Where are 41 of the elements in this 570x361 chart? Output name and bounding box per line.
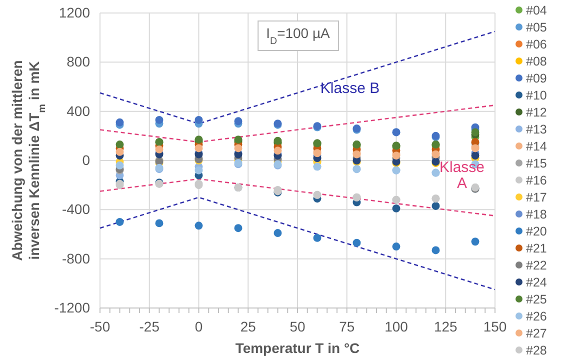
x-tick-label: -50 <box>90 318 110 334</box>
x-tick-label: 0 <box>194 318 203 334</box>
x-tick-label: 50 <box>290 318 306 334</box>
x-tick-label: 75 <box>339 318 355 334</box>
legend-label: #26 <box>526 310 547 324</box>
legend-label: #14 <box>526 140 547 154</box>
legend-label: #09 <box>526 72 547 86</box>
x-tick-label: 150 <box>483 318 507 334</box>
y-tick-label: -800 <box>62 250 90 266</box>
legend-label: #18 <box>526 208 547 222</box>
legend-label: #05 <box>526 20 547 34</box>
legend-label: #10 <box>526 88 547 102</box>
legend-label: #15 <box>526 156 547 170</box>
annotation: I$_{D}$=100 µA <box>266 25 331 46</box>
x-tick-label: 25 <box>240 318 256 334</box>
legend-label: #08 <box>526 54 547 68</box>
legend-label: #17 <box>526 190 547 204</box>
y-tick-label: 400 <box>66 102 90 119</box>
y-tick-label: -400 <box>62 201 90 218</box>
legend-label: #25 <box>526 292 547 306</box>
y-tick-label: 1200 <box>58 4 90 20</box>
annotation: Klasse A <box>439 159 485 192</box>
y-tick-label: 0 <box>82 152 90 168</box>
legend-label: #12 <box>526 106 547 120</box>
legend-label: #04 <box>526 4 547 18</box>
x-tick-label: -25 <box>139 318 160 334</box>
legend-label: #16 <box>526 174 547 188</box>
y-tick-label: -1200 <box>54 299 90 316</box>
x-tick-label: 125 <box>434 318 458 334</box>
legend-label: #06 <box>526 38 547 52</box>
legend-label: #27 <box>526 326 547 340</box>
legend-label: #21 <box>526 242 547 256</box>
legend-label: #24 <box>526 276 547 290</box>
legend-label: #13 <box>526 122 547 136</box>
y-tick-label: 800 <box>66 54 90 70</box>
legend-label: #20 <box>526 224 547 238</box>
x-axis-title: Temperatur T in °C <box>235 340 360 356</box>
annotation: Klasse B <box>320 80 380 97</box>
legend-label: #28 <box>526 344 547 358</box>
legend-label: #22 <box>526 258 547 272</box>
x-tick-label: 100 <box>384 318 408 334</box>
